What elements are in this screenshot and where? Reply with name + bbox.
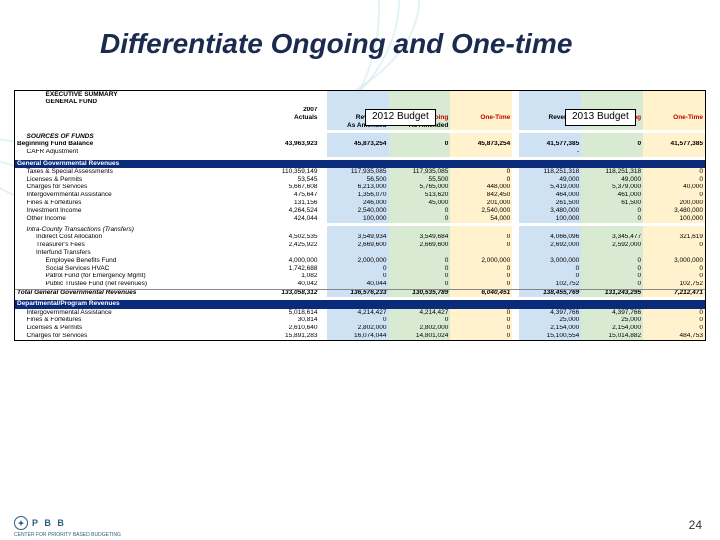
compass-icon: ✦ xyxy=(14,516,28,530)
page-number: 24 xyxy=(689,518,702,532)
footer-brand-text: P B B xyxy=(32,518,66,528)
label-2012-budget: 2012 Budget xyxy=(365,109,436,126)
budget-table: 2012 Budget 2013 Budget EXECUTIVE SUMMAR… xyxy=(14,90,706,341)
footer-brand: ✦ P B B xyxy=(14,516,66,530)
label-2013-budget: 2013 Budget xyxy=(565,109,636,126)
slide-title: Differentiate Ongoing and One-time xyxy=(100,28,572,60)
footer-subtitle: CENTER FOR PRIORITY BASED BUDGETING xyxy=(14,532,121,538)
